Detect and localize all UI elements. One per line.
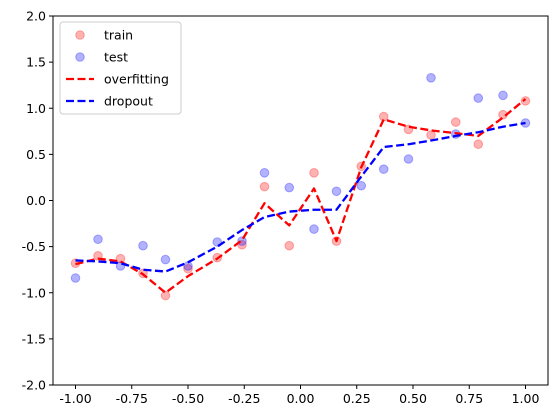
point-train	[309, 168, 319, 178]
x-tick-label: 0.50	[399, 391, 427, 406]
x-tick-label: 0.25	[343, 391, 371, 406]
line-overfitting	[75, 98, 527, 294]
legend-label-dropout: dropout	[104, 94, 153, 109]
legend-label-train: train	[104, 28, 133, 43]
point-test	[237, 236, 247, 246]
legend-marker-test	[75, 52, 85, 62]
point-train	[473, 139, 484, 150]
y-tick-label: 2.0	[26, 9, 46, 24]
x-tick-label: -0.25	[228, 391, 260, 406]
y-tick-label: -0.5	[22, 239, 46, 254]
point-train	[520, 96, 531, 106]
point-train	[284, 240, 295, 251]
point-test	[138, 240, 148, 251]
point-test	[498, 90, 508, 101]
point-test	[70, 273, 81, 283]
point-test	[426, 73, 436, 83]
x-tick-label: 0.00	[287, 391, 315, 406]
point-train	[259, 181, 270, 192]
legend-box	[59, 21, 182, 115]
x-tick-label: -0.75	[116, 391, 148, 406]
point-train	[183, 263, 193, 274]
axes: -1.00 -0.75 -0.50 -0.25 0.00 0.25 0.50 0.75 1.00…	[22, 9, 540, 407]
legend-label-overfitting: overfitting	[104, 72, 169, 87]
point-test	[473, 93, 484, 103]
x-tick-label: 1.00	[512, 391, 540, 406]
y-tick-label: 1.5	[26, 55, 46, 70]
legend-marker-train	[75, 30, 85, 40]
point-test	[160, 254, 171, 265]
y-tick-label: -1.0	[22, 285, 46, 300]
y-tick-label: 1.0	[26, 101, 46, 116]
legend: train test overfitting dropout	[59, 21, 182, 115]
y-tick-label: 0.0	[26, 193, 46, 208]
point-test	[93, 234, 103, 245]
point-test	[259, 168, 270, 178]
point-train	[160, 290, 171, 301]
point-test	[284, 182, 295, 193]
y-tick-label: 0.5	[26, 147, 46, 162]
y-tick-label: -2.0	[22, 378, 46, 393]
x-tick-label: -0.50	[172, 391, 204, 406]
line-dropout	[75, 121, 526, 273]
point-train	[450, 117, 461, 127]
point-test	[331, 186, 342, 197]
point-test	[356, 180, 367, 191]
plot-marks	[70, 73, 531, 301]
point-test	[403, 154, 414, 164]
y-tick-label: -1.5	[22, 331, 46, 346]
point-test	[378, 164, 389, 174]
point-train	[115, 253, 126, 264]
legend-label-test: test	[104, 50, 128, 65]
point-train	[426, 130, 436, 140]
point-test	[309, 224, 319, 234]
x-tick-label: 0.75	[455, 391, 483, 406]
x-tick-label: -1.00	[59, 391, 91, 406]
